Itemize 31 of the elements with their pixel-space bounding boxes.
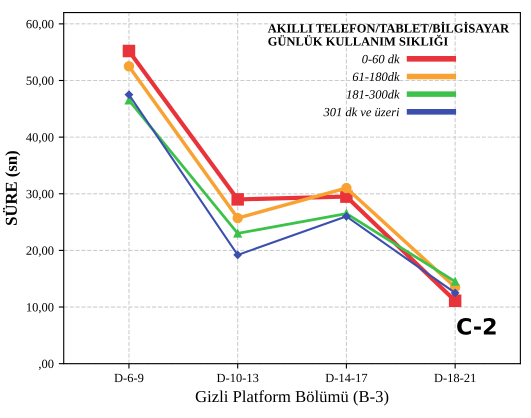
y-tick-label: 10,00 xyxy=(26,303,54,314)
y-tick-label: 30,00 xyxy=(26,190,54,200)
point xyxy=(232,212,243,224)
point xyxy=(342,212,351,221)
y-axis-title: SÜRE (sn) xyxy=(2,151,20,225)
x-tick-label: D-10-13 xyxy=(216,374,258,382)
point xyxy=(451,288,460,297)
point xyxy=(450,277,460,286)
x-tick-label: D-6-9 xyxy=(114,374,144,382)
point xyxy=(448,294,462,308)
point xyxy=(231,193,244,206)
y-tick-label: ,00 xyxy=(38,360,54,370)
legend-title: AKILLI TELEFON/TABLET/BİLGİSAYAR GÜNLÜK KULLANIM SIKLIĞI xyxy=(268,22,510,46)
legend-label: 61-180dk xyxy=(352,72,400,81)
point xyxy=(234,229,242,238)
legend-label: 0-60 dk xyxy=(362,54,400,64)
point xyxy=(234,250,242,260)
legend-label: 301 dk ve üzeri xyxy=(324,108,400,116)
y-tick-label: 40,00 xyxy=(26,133,54,144)
x-tick-label: D-14-17 xyxy=(326,374,368,382)
point xyxy=(122,44,136,58)
point xyxy=(124,90,134,99)
x-tick-label: D-18-21 xyxy=(434,374,476,382)
point xyxy=(341,182,352,194)
legend-label: 181-300dk xyxy=(346,90,400,99)
x-axis-title: Gizli Platform Bölümü (B-3) xyxy=(196,390,388,406)
point xyxy=(124,61,134,72)
y-tick-label: 20,00 xyxy=(26,246,54,257)
annotation: C-2 xyxy=(457,318,496,335)
y-tick-label: 60,00 xyxy=(26,20,54,30)
y-tick-label: 50,00 xyxy=(26,76,54,87)
